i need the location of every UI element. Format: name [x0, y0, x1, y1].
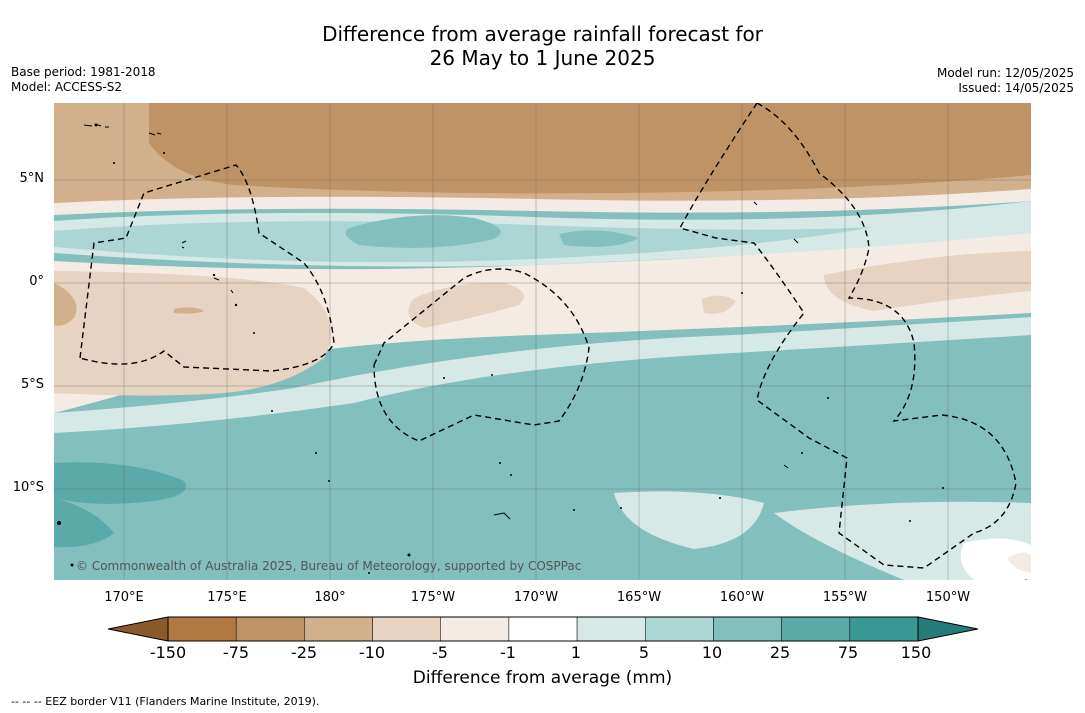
colorbar-segments [108, 616, 978, 642]
model-text: Model: ACCESS-S2 [11, 80, 123, 94]
dry-band-north-inner [149, 103, 1031, 194]
lon-label-170w: 170°W [513, 590, 559, 605]
colorbar-label: Difference from average (mm) [412, 668, 673, 688]
wet-patch-2 [559, 230, 639, 247]
copyright-text: © Commonwealth of Australia 2025, Bureau… [76, 559, 581, 573]
colorbar-tick-label: 5 [638, 643, 650, 662]
colorbar-tick-label: -75 [222, 643, 250, 662]
colorbar-segment [235, 616, 305, 642]
colorbar-tick-label: -25 [290, 643, 318, 662]
lat-label-0: 0° [29, 274, 44, 289]
base-period-text: Base period: 1981-2018 [11, 65, 156, 79]
map-title-line-1: Difference from average rainfall forecas… [322, 22, 763, 46]
dry-speck [174, 307, 204, 314]
lon-label-175e: 175°E [207, 590, 247, 605]
lon-label-150w: 150°W [925, 590, 971, 605]
colorbar-segment [781, 616, 851, 642]
lon-label-175w: 175°W [410, 590, 456, 605]
colorbar-segment [304, 616, 373, 642]
dry-patch-east-small [702, 295, 736, 314]
colorbar-tick-label: 1 [570, 643, 582, 662]
dry-patch-west-inner [54, 283, 77, 326]
colorbar-tick-label: 25 [769, 643, 791, 662]
wet-patch-south [334, 432, 449, 479]
lon-label-170e: 170°E [104, 590, 144, 605]
colorbar-tick-label: -10 [358, 643, 386, 662]
colorbar-segment [440, 616, 510, 642]
colorbar-tick-label: -5 [432, 643, 448, 662]
lat-label-5n: 5°N [19, 171, 45, 186]
gridlines [54, 103, 1031, 580]
transition-band-north [54, 189, 1031, 215]
dry-band-equatorial [54, 233, 1031, 413]
dry-patch-east [824, 251, 1031, 311]
rainfall-anomaly-map: © Commonwealth of Australia 2025, Bureau… [54, 103, 1031, 580]
colorbar-segment [167, 616, 237, 642]
lat-label-10s: 10°S [12, 480, 44, 495]
map-title-line-2: 26 May to 1 June 2025 [429, 46, 656, 70]
colorbar-segment [576, 616, 646, 642]
wet-patch-1 [345, 215, 501, 248]
colorbar-segment [372, 616, 441, 642]
island-outlines [83, 123, 799, 520]
meta-left: Base period: 1981-2018 Model: ACCESS-S2 [11, 65, 156, 95]
colorbar-segment [645, 616, 714, 642]
wet-band-south-outer [54, 317, 1031, 433]
colorbar-extend-high [917, 616, 978, 642]
lon-label-165w: 165°W [616, 590, 662, 605]
colorbar-segment [849, 616, 919, 642]
wet-patch-southwest [54, 462, 186, 504]
colorbar-tick-label: 150 [900, 643, 932, 662]
colorbar-tick-label: 10 [701, 643, 723, 662]
colorbar-tick-label: -150 [149, 643, 187, 662]
lat-label-5s: 5°S [20, 377, 44, 392]
colorbar-tick-label: -1 [500, 643, 516, 662]
eez-borders [79, 103, 1017, 569]
colorbar-extend-low [108, 616, 169, 642]
lon-label-180: 180° [314, 590, 346, 605]
neutral-patch-southeast [960, 538, 1031, 580]
island-dots [57, 123, 1028, 580]
eez-footnote: -- -- -- EEZ border V11 (Flanders Marine… [11, 695, 320, 708]
lon-label-160w: 160°W [719, 590, 765, 605]
dry-patch-central [408, 282, 524, 328]
issued-text: Issued: 14/05/2025 [958, 81, 1074, 95]
colorbar-outline [167, 616, 919, 642]
colorbar [108, 616, 978, 642]
colorbar-segment [508, 616, 578, 642]
meta-right: Model run: 12/05/2025 Issued: 14/05/2025 [937, 66, 1074, 96]
colorbar-tick-label: 75 [837, 643, 859, 662]
lon-label-155w: 155°W [822, 590, 868, 605]
dry-patch-west [54, 271, 331, 396]
colorbar-segment [713, 616, 782, 642]
dry-speck-southeast [1007, 552, 1031, 573]
wet-weak-patch-1 [614, 491, 764, 549]
model-run-text: Model run: 12/05/2025 [936, 66, 1074, 80]
wet-zone-east [514, 338, 1031, 486]
wet-patch-southwest-2 [54, 498, 114, 548]
